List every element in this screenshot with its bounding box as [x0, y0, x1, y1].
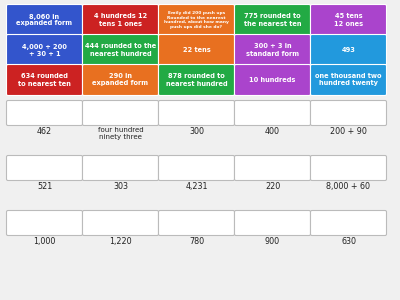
Text: 8,000 + 60: 8,000 + 60 [326, 182, 370, 191]
Text: 290 in
expanded form: 290 in expanded form [92, 74, 148, 86]
Text: Emily did 200 push ups
Rounded to the nearest
hundred, about how many
push ups d: Emily did 200 push ups Rounded to the ne… [164, 11, 229, 29]
FancyBboxPatch shape [158, 4, 234, 35]
FancyBboxPatch shape [158, 34, 234, 65]
Text: 878 rounded to
nearest hundred: 878 rounded to nearest hundred [166, 74, 227, 86]
Text: 1,000: 1,000 [33, 237, 56, 246]
FancyBboxPatch shape [310, 4, 386, 35]
Text: 775 rounded to
the nearest ten: 775 rounded to the nearest ten [244, 14, 301, 26]
Text: 4,231: 4,231 [185, 182, 208, 191]
FancyBboxPatch shape [82, 4, 158, 35]
FancyBboxPatch shape [82, 155, 158, 181]
Text: 630: 630 [341, 237, 356, 246]
FancyBboxPatch shape [234, 211, 310, 236]
Text: 444 rounded to the
nearest hundred: 444 rounded to the nearest hundred [85, 44, 156, 56]
Text: 400: 400 [265, 127, 280, 136]
Text: 45 tens
12 ones: 45 tens 12 ones [334, 14, 363, 26]
Text: 4,000 + 200
+ 30 + 1: 4,000 + 200 + 30 + 1 [22, 44, 67, 56]
FancyBboxPatch shape [6, 155, 82, 181]
Text: 220: 220 [265, 182, 280, 191]
FancyBboxPatch shape [234, 155, 310, 181]
FancyBboxPatch shape [82, 34, 158, 65]
FancyBboxPatch shape [6, 4, 82, 35]
Text: 634 rounded
to nearest ten: 634 rounded to nearest ten [18, 74, 71, 86]
FancyBboxPatch shape [82, 64, 158, 95]
FancyBboxPatch shape [158, 64, 234, 95]
Text: 4 hundreds 12
tens 1 ones: 4 hundreds 12 tens 1 ones [94, 14, 147, 26]
Text: 10 hundreds: 10 hundreds [249, 77, 296, 83]
FancyBboxPatch shape [310, 155, 386, 181]
FancyBboxPatch shape [234, 64, 310, 95]
FancyBboxPatch shape [310, 211, 386, 236]
Text: four hundred
ninety three: four hundred ninety three [98, 127, 143, 140]
FancyBboxPatch shape [6, 64, 82, 95]
Text: 900: 900 [265, 237, 280, 246]
FancyBboxPatch shape [234, 4, 310, 35]
FancyBboxPatch shape [6, 100, 82, 125]
FancyBboxPatch shape [310, 34, 386, 65]
Text: 303: 303 [113, 182, 128, 191]
Text: 493: 493 [342, 47, 356, 53]
FancyBboxPatch shape [310, 100, 386, 125]
Text: 300 + 3 in
standard form: 300 + 3 in standard form [246, 44, 299, 56]
FancyBboxPatch shape [158, 100, 234, 125]
FancyBboxPatch shape [6, 34, 82, 65]
Text: 1,220: 1,220 [109, 237, 132, 246]
Text: 8,060 in
expanded form: 8,060 in expanded form [16, 14, 72, 26]
FancyBboxPatch shape [158, 211, 234, 236]
Text: 521: 521 [37, 182, 52, 191]
FancyBboxPatch shape [158, 155, 234, 181]
FancyBboxPatch shape [310, 64, 386, 95]
FancyBboxPatch shape [6, 211, 82, 236]
FancyBboxPatch shape [82, 211, 158, 236]
Text: 300: 300 [189, 127, 204, 136]
FancyBboxPatch shape [234, 34, 310, 65]
FancyBboxPatch shape [82, 100, 158, 125]
Text: 22 tens: 22 tens [183, 47, 210, 53]
Text: 462: 462 [37, 127, 52, 136]
Text: 200 + 90: 200 + 90 [330, 127, 367, 136]
Text: one thousand two
hundred twenty: one thousand two hundred twenty [315, 74, 382, 86]
Text: 780: 780 [189, 237, 204, 246]
FancyBboxPatch shape [234, 100, 310, 125]
